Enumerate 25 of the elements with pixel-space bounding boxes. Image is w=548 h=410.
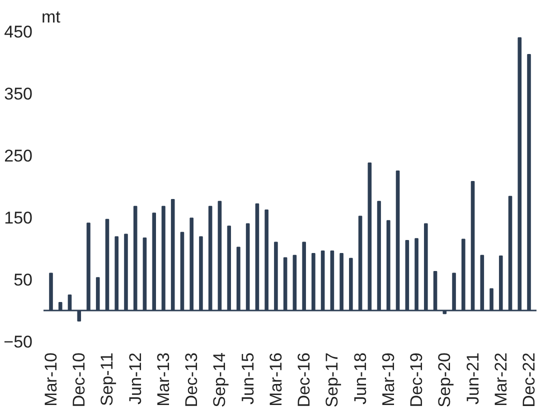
y-tick-label: 350 (4, 84, 33, 104)
y-tick-label: 150 (4, 208, 33, 228)
x-tick-label: Dec-19 (407, 352, 426, 408)
y-tick-label: 450 (4, 22, 33, 42)
x-tick-label: Jun-21 (463, 352, 482, 404)
y-tick-label: 50 (14, 270, 33, 290)
x-tick-label: Mar-19 (378, 352, 398, 406)
x-tick-label: Dec-22 (520, 352, 538, 408)
x-tick-label: Mar-22 (491, 352, 510, 406)
x-tick-label: Sep-14 (210, 352, 230, 408)
x-tick-label: Dec-13 (182, 352, 202, 408)
x-tick-label: Sep-17 (322, 352, 342, 408)
x-tick-label: Mar-13 (154, 352, 173, 406)
y-tick-label: 250 (4, 146, 33, 166)
x-tick-label: Sep-11 (98, 352, 117, 406)
x-tick-label: Jun-18 (350, 352, 370, 404)
x-tick-label: Mar-16 (266, 352, 286, 406)
x-tick-label: Dec-16 (294, 352, 314, 408)
x-tick-label: Jun-12 (126, 352, 145, 404)
y-tick-label: −50 (4, 332, 33, 352)
y-axis-title: mt (42, 8, 61, 26)
x-tick-label: Sep-20 (435, 352, 454, 408)
x-tick-label: Jun-15 (238, 352, 258, 404)
x-tick-label: Dec-10 (70, 352, 89, 408)
x-tick-label: Mar-10 (42, 352, 60, 406)
